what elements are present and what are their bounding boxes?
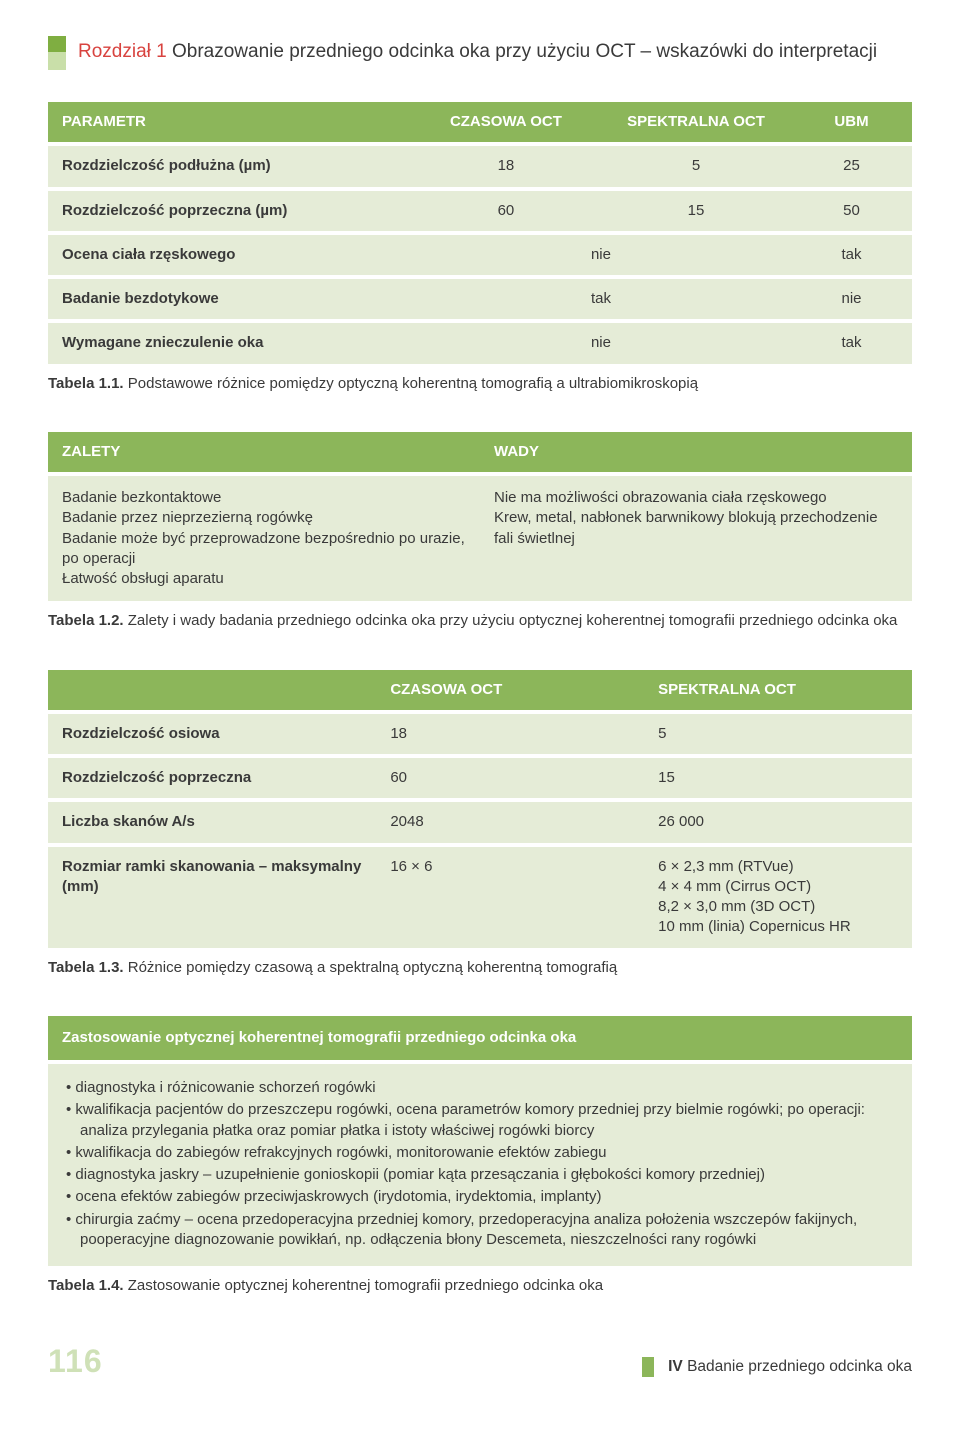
page-number: 116 bbox=[48, 1340, 103, 1383]
list-item: chirurgia zaćmy – ocena przedoperacyjna … bbox=[66, 1210, 898, 1251]
page-footer: 116 IV Badanie przedniego odcinka oka bbox=[48, 1340, 912, 1383]
list-item: kwalifikacja do zabiegów refrakcyjnych r… bbox=[66, 1143, 898, 1163]
list-item: kwalifikacja pacjentów do przeszczepu ro… bbox=[66, 1100, 898, 1141]
footer-section: IV Badanie przedniego odcinka oka bbox=[642, 1357, 912, 1384]
t1-h-c3: UBM bbox=[791, 102, 912, 142]
t3-h-c2: SPEKTRALNA OCT bbox=[644, 670, 912, 710]
footer-tab-icon bbox=[642, 1357, 654, 1377]
chapter-tab bbox=[48, 36, 66, 70]
table-row: Liczba skanów A/s 2048 26 000 bbox=[48, 802, 912, 842]
t2-h-left: ZALETY bbox=[48, 432, 480, 472]
chapter-title-text: Obrazowanie przedniego odcinka oka przy … bbox=[167, 41, 877, 62]
t2-h-right: WADY bbox=[480, 432, 912, 472]
table-row: Rozmiar ramki skanowania – maksymalny (m… bbox=[48, 847, 912, 948]
table-1-3-caption: Tabela 1.3. Różnice pomiędzy czasową a s… bbox=[48, 958, 912, 978]
table-1-4-caption: Tabela 1.4. Zastosowanie optycznej koher… bbox=[48, 1276, 912, 1296]
t1-h-c2: SPEKTRALNA OCT bbox=[601, 102, 791, 142]
table-row: Rozdzielczość poprzeczna (µm) 60 15 50 bbox=[48, 191, 912, 231]
chapter-header: Rozdział 1 Obrazowanie przedniego odcink… bbox=[48, 36, 912, 70]
table-row: Badanie bezdotykowe tak nie bbox=[48, 279, 912, 319]
chapter-title: Rozdział 1 Obrazowanie przedniego odcink… bbox=[78, 36, 877, 65]
t1-h-c1: CZASOWA OCT bbox=[411, 102, 601, 142]
table-1-2: ZALETY WADY Badanie bezkontaktowe Badani… bbox=[48, 428, 912, 606]
t3-h-blank bbox=[48, 670, 376, 710]
table-1-4: Zastosowanie optycznej koherentnej tomog… bbox=[48, 1012, 912, 1270]
list-item: diagnostyka jaskry – uzupełnienie gonios… bbox=[66, 1165, 898, 1185]
table-row: Rozdzielczość osiowa 18 5 bbox=[48, 714, 912, 754]
t1-h-param: PARAMETR bbox=[48, 102, 411, 142]
chapter-label: Rozdział 1 bbox=[78, 41, 167, 62]
table-1-3: CZASOWA OCT SPEKTRALNA OCT Rozdzielczość… bbox=[48, 666, 912, 952]
table-1-1: PARAMETR CZASOWA OCT SPEKTRALNA OCT UBM … bbox=[48, 98, 912, 368]
table-1-1-caption: Tabela 1.1. Podstawowe różnice pomiędzy … bbox=[48, 374, 912, 394]
table-1-2-caption: Tabela 1.2. Zalety i wady badania przedn… bbox=[48, 611, 912, 631]
table-row: Rozdzielczość podłużna (µm) 18 5 25 bbox=[48, 146, 912, 186]
list-item: diagnostyka i różnicowanie schorzeń rogó… bbox=[66, 1078, 898, 1098]
t4-header: Zastosowanie optycznej koherentnej tomog… bbox=[48, 1016, 912, 1060]
table-row: Badanie bezkontaktowe Badanie przez niep… bbox=[48, 476, 912, 601]
t3-h-c1: CZASOWA OCT bbox=[376, 670, 644, 710]
t4-body: diagnostyka i różnicowanie schorzeń rogó… bbox=[48, 1064, 912, 1266]
table-row: Wymagane znieczulenie oka nie tak bbox=[48, 323, 912, 363]
list-item: ocena efektów zabiegów przeciwjaskrowych… bbox=[66, 1187, 898, 1207]
table-row: Ocena ciała rzęskowego nie tak bbox=[48, 235, 912, 275]
table-row: Rozdzielczość poprzeczna 60 15 bbox=[48, 758, 912, 798]
